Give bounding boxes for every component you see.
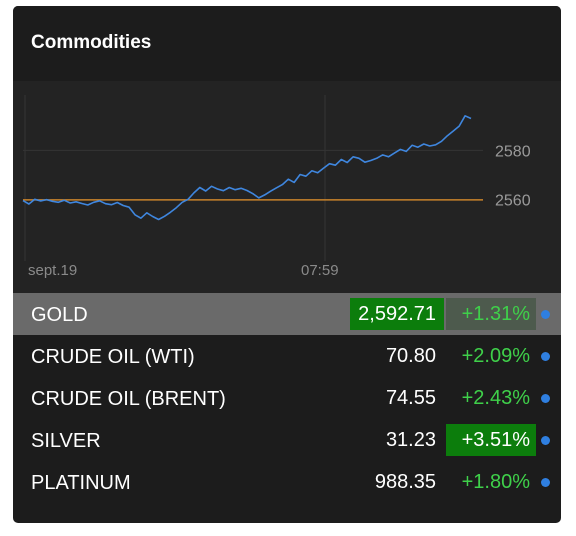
commodity-name: CRUDE OIL (WTI): [31, 346, 195, 368]
price-chart-svg: 2580 2560 sept.19 07:59: [22, 95, 531, 279]
widget-header: Commodities: [13, 6, 561, 81]
price-series-line: [22, 114, 472, 221]
status-dot-icon: [541, 436, 550, 445]
commodity-row-silver[interactable]: SILVER 31.23 +3.51%: [13, 419, 561, 461]
commodity-change: +2.09%: [461, 345, 530, 367]
commodities-widget: Commodities 2580 2560 sept.19 07:59 GOLD 2,5…: [13, 6, 561, 523]
commodity-row-crude-oil-brent[interactable]: CRUDE OIL (BRENT) 74.55 +2.43%: [13, 377, 561, 419]
x-tick-label: 07:59: [301, 262, 339, 279]
commodity-row-platinum[interactable]: PLATINUM 988.35 +1.80%: [13, 461, 561, 503]
price-chart[interactable]: 2580 2560 sept.19 07:59: [13, 81, 561, 293]
status-dot-icon: [541, 310, 550, 319]
commodity-price: 74.55: [385, 387, 436, 409]
commodity-price: 2,592.71: [350, 298, 444, 330]
commodity-name: PLATINUM: [31, 472, 131, 494]
commodity-price: 988.35: [374, 471, 436, 493]
widget-title: Commodities: [31, 32, 152, 53]
commodity-change: +1.31%: [446, 298, 536, 330]
y-tick-label: 2580: [495, 143, 531, 160]
commodity-row-crude-oil-wti[interactable]: CRUDE OIL (WTI) 70.80 +2.09%: [13, 335, 561, 377]
y-tick-label: 2560: [495, 193, 531, 210]
commodity-price: 31.23: [385, 429, 436, 451]
commodity-price: 70.80: [385, 345, 436, 367]
x-tick-label: sept.19: [28, 262, 77, 279]
commodity-name: GOLD: [31, 304, 88, 326]
commodity-change: +3.51%: [446, 424, 536, 456]
commodity-name: SILVER: [31, 430, 101, 452]
commodity-row-gold[interactable]: GOLD 2,592.71 +1.31%: [13, 293, 561, 335]
commodity-name: CRUDE OIL (BRENT): [31, 388, 226, 410]
status-dot-icon: [541, 394, 550, 403]
status-dot-icon: [541, 352, 550, 361]
commodity-change: +2.43%: [461, 387, 530, 409]
commodity-change: +1.80%: [461, 471, 530, 493]
commodities-list: GOLD 2,592.71 +1.31% CRUDE OIL (WTI) 70.80 +2…: [13, 293, 561, 503]
status-dot-icon: [541, 478, 550, 487]
